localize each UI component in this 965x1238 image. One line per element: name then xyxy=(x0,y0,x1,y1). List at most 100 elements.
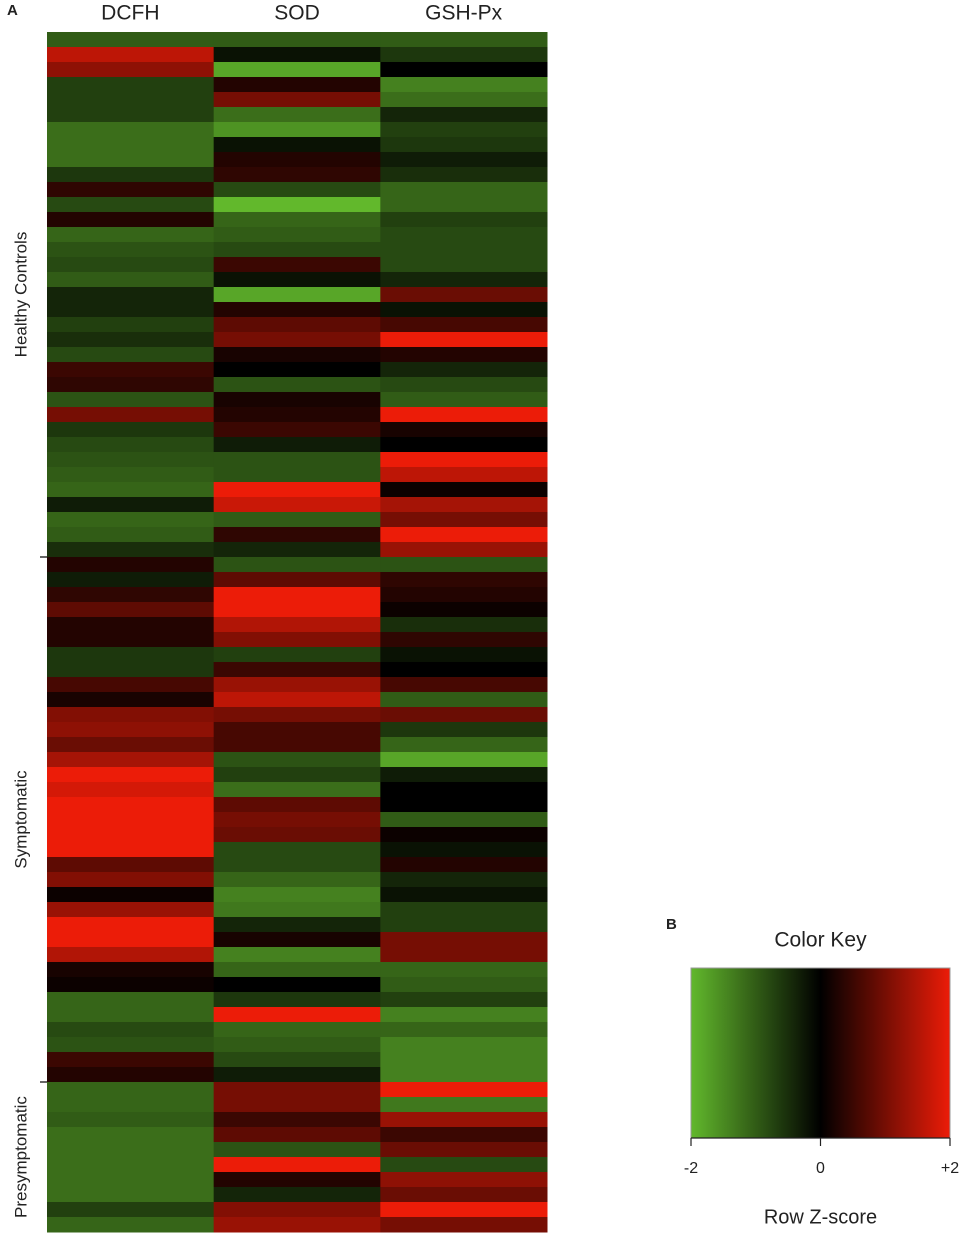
heatmap-cell xyxy=(47,527,215,543)
heatmap-cell xyxy=(380,1217,548,1233)
heatmap-cell xyxy=(380,857,548,873)
heatmap-cell xyxy=(380,827,548,843)
heatmap-cell xyxy=(380,572,548,588)
heatmap-cell xyxy=(380,1067,548,1083)
heatmap-cell xyxy=(47,647,215,663)
heatmap-cell xyxy=(380,632,548,648)
heatmap-cell xyxy=(213,287,381,303)
heatmap-cell xyxy=(380,107,548,123)
color-key-label: Row Z-score xyxy=(764,1206,877,1228)
heatmap-cell xyxy=(47,722,215,738)
heatmap-cell xyxy=(213,782,381,798)
heatmap-cell xyxy=(47,152,215,168)
heatmap-cell xyxy=(47,902,215,918)
heatmap-cell xyxy=(213,677,381,693)
heatmap-cell xyxy=(213,1217,381,1233)
color-key-tick-label: -2 xyxy=(684,1160,698,1177)
heatmap-cell xyxy=(380,212,548,228)
heatmap-cell xyxy=(47,452,215,468)
heatmap-cell xyxy=(380,497,548,513)
heatmap-cell xyxy=(213,197,381,213)
heatmap-cell xyxy=(380,392,548,408)
heatmap-cell xyxy=(380,797,548,813)
heatmap-cell xyxy=(47,197,215,213)
heatmap-cell xyxy=(380,917,548,933)
heatmap-cell xyxy=(47,542,215,558)
heatmap-cell xyxy=(213,647,381,663)
heatmap-cell xyxy=(47,587,215,603)
heatmap-cell xyxy=(47,827,215,843)
heatmap-cell xyxy=(380,842,548,858)
heatmap-cell xyxy=(380,977,548,993)
heatmap-cell xyxy=(213,917,381,933)
heatmap-cell xyxy=(47,302,215,318)
heatmap-cell xyxy=(213,587,381,603)
heatmap-cell xyxy=(380,782,548,798)
heatmap-cell xyxy=(47,182,215,198)
heatmap-cell xyxy=(213,962,381,978)
heatmap-cell xyxy=(380,437,548,453)
heatmap-cell xyxy=(380,1142,548,1158)
heatmap-cell xyxy=(213,257,381,273)
heatmap-cell xyxy=(213,992,381,1008)
heatmap-cell xyxy=(380,377,548,393)
heatmap-cell xyxy=(213,887,381,903)
heatmap-cell xyxy=(380,1172,548,1188)
heatmap-cell xyxy=(213,902,381,918)
heatmap-cell xyxy=(213,797,381,813)
heatmap-cell xyxy=(47,1142,215,1158)
heatmap-cell xyxy=(213,302,381,318)
heatmap-cell xyxy=(380,542,548,558)
heatmap-cell xyxy=(47,977,215,993)
heatmap-cell xyxy=(380,1127,548,1143)
heatmap-cell xyxy=(213,1052,381,1068)
heatmap-cell xyxy=(47,77,215,93)
heatmap-cell xyxy=(47,812,215,828)
heatmap-cell xyxy=(380,647,548,663)
heatmap-cell xyxy=(380,737,548,753)
heatmap-cell xyxy=(380,1022,548,1038)
heatmap-cell xyxy=(47,107,215,123)
heatmap-cell xyxy=(213,722,381,738)
heatmap-cell xyxy=(380,302,548,318)
heatmap-cell xyxy=(213,752,381,768)
heatmap-cell xyxy=(213,572,381,588)
heatmap-cell xyxy=(380,752,548,768)
heatmap-cell xyxy=(47,782,215,798)
heatmap-cell xyxy=(213,407,381,423)
heatmap-cell xyxy=(213,467,381,483)
heatmap-cell xyxy=(47,572,215,588)
heatmap-cell xyxy=(213,62,381,78)
heatmap-cell xyxy=(47,1037,215,1053)
heatmap-cell xyxy=(380,197,548,213)
heatmap-cell xyxy=(47,62,215,78)
heatmap-cell xyxy=(380,692,548,708)
heatmap-cell xyxy=(380,707,548,723)
heatmap-cell xyxy=(380,467,548,483)
group-label: Symptomatic xyxy=(11,770,30,869)
heatmap-cell xyxy=(47,1112,215,1128)
heatmap-cell xyxy=(380,362,548,378)
heatmap-cell xyxy=(380,677,548,693)
heatmap-cell xyxy=(213,1022,381,1038)
heatmap-cell xyxy=(47,677,215,693)
heatmap-cell xyxy=(380,557,548,573)
heatmap-cell xyxy=(213,77,381,93)
heatmap-cell xyxy=(380,812,548,828)
heatmap-cell xyxy=(47,602,215,618)
heatmap-cell xyxy=(213,482,381,498)
heatmap-cell xyxy=(213,1187,381,1203)
heatmap-cell xyxy=(47,332,215,348)
heatmap-cell xyxy=(47,287,215,303)
heatmap-cell xyxy=(380,332,548,348)
heatmap-cell xyxy=(47,617,215,633)
heatmap-cell xyxy=(47,1052,215,1068)
heatmap-cell xyxy=(47,242,215,258)
heatmap-cell xyxy=(213,827,381,843)
heatmap-cell xyxy=(380,527,548,543)
heatmap-cell xyxy=(213,737,381,753)
heatmap-cell xyxy=(213,692,381,708)
color-key-tick-label: +2 xyxy=(941,1160,959,1177)
heatmap-cell xyxy=(380,227,548,243)
